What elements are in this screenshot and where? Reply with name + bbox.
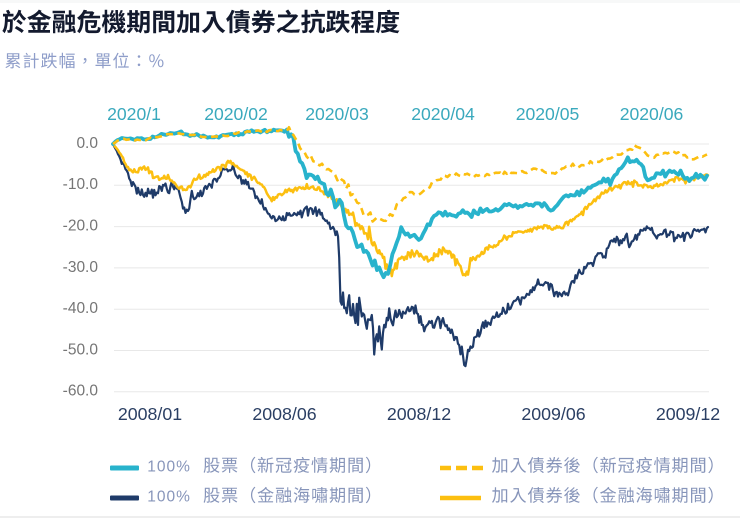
svg-text:-20.0: -20.0 (63, 218, 99, 235)
svg-text:2008/06: 2008/06 (252, 404, 316, 424)
svg-text:2020/03: 2020/03 (305, 104, 369, 124)
svg-text:2009/12: 2009/12 (656, 404, 720, 424)
svg-text:-60.0: -60.0 (63, 383, 99, 400)
svg-text:2008/12: 2008/12 (387, 404, 451, 424)
svg-text:2020/05: 2020/05 (516, 104, 580, 124)
svg-text:2009/06: 2009/06 (521, 404, 585, 424)
svg-text:100%: 100% (147, 489, 191, 506)
svg-text:2020/1: 2020/1 (107, 104, 161, 124)
svg-text:2020/04: 2020/04 (411, 104, 475, 124)
svg-text:-50.0: -50.0 (63, 341, 99, 358)
svg-text:100%: 100% (147, 459, 191, 476)
svg-text:-30.0: -30.0 (63, 259, 99, 276)
svg-text:0.0: 0.0 (76, 135, 98, 152)
svg-text:2020/06: 2020/06 (620, 104, 684, 124)
svg-text:2020/02: 2020/02 (204, 104, 268, 124)
svg-text:2008/01: 2008/01 (118, 404, 182, 424)
svg-text:-10.0: -10.0 (63, 176, 99, 193)
svg-text:-40.0: -40.0 (63, 300, 99, 317)
